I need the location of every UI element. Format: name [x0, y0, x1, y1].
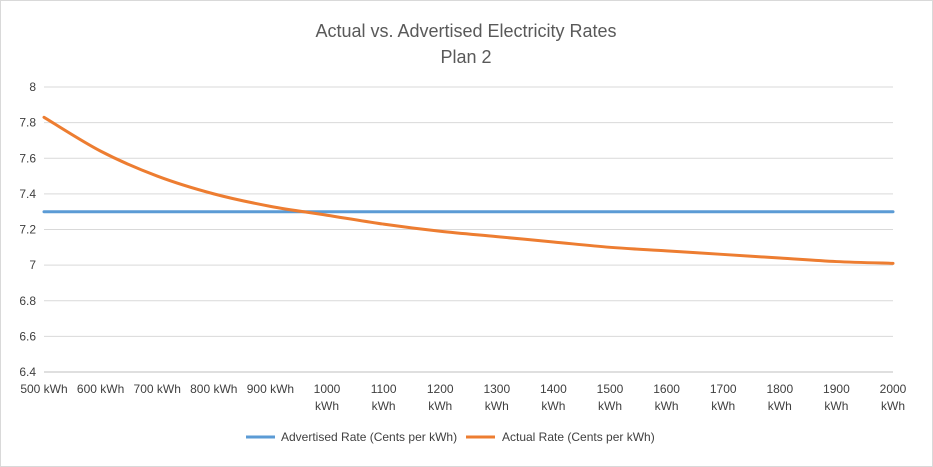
legend-label: Advertised Rate (Cents per kWh): [281, 430, 457, 444]
y-tick-label: 6.8: [19, 294, 36, 308]
x-tick-label: 1600 kWh: [653, 382, 680, 413]
x-tick-label: 1400 kWh: [540, 382, 567, 413]
y-tick-label: 8: [29, 80, 36, 94]
x-tick-label: 900 kWh: [247, 382, 294, 396]
x-tick-label: 800 kWh: [190, 382, 237, 396]
actual-rate-line: [42, 115, 895, 265]
legend-label: Actual Rate (Cents per kWh): [502, 430, 655, 444]
series-lines: [42, 115, 895, 265]
x-tick-label: 1200 kWh: [427, 382, 454, 413]
gridlines: [44, 86, 893, 373]
x-tick-label: 2000 kWh: [880, 382, 907, 413]
x-tick-label: 600 kWh: [77, 382, 124, 396]
x-tick-label: 1700 kWh: [710, 382, 737, 413]
y-axis-ticks: 6.4 6.6 6.8 7 7.2 7.4 7.6 7.8 8: [19, 80, 36, 379]
x-tick-label: 1000 kWh: [314, 382, 341, 413]
chart-subtitle: Plan 2: [440, 47, 491, 67]
x-tick-label: 1900 kWh: [823, 382, 850, 413]
y-tick-label: 6.6: [19, 329, 36, 343]
chart-title: Actual vs. Advertised Electricity Rates: [315, 21, 616, 41]
legend: Advertised Rate (Cents per kWh) Actual Ra…: [246, 430, 655, 444]
y-tick-label: 7: [29, 258, 36, 272]
x-tick-label: 1800 kWh: [766, 382, 793, 413]
x-tick-label: 1300 kWh: [483, 382, 510, 413]
y-tick-label: 7.2: [19, 223, 36, 237]
x-tick-label: 1100 kWh: [371, 382, 397, 413]
y-tick-label: 7.6: [19, 151, 36, 165]
y-tick-label: 7.8: [19, 116, 36, 130]
x-tick-label: 700 kWh: [134, 382, 181, 396]
x-axis-ticks: 500 kWh 600 kWh 700 kWh 800 kWh 900 kWh 1000 k…: [20, 382, 906, 413]
x-tick-label: 1500 kWh: [597, 382, 624, 413]
y-tick-label: 6.4: [19, 365, 36, 379]
x-tick-label: 500 kWh: [20, 382, 67, 396]
y-tick-label: 7.4: [19, 187, 36, 201]
